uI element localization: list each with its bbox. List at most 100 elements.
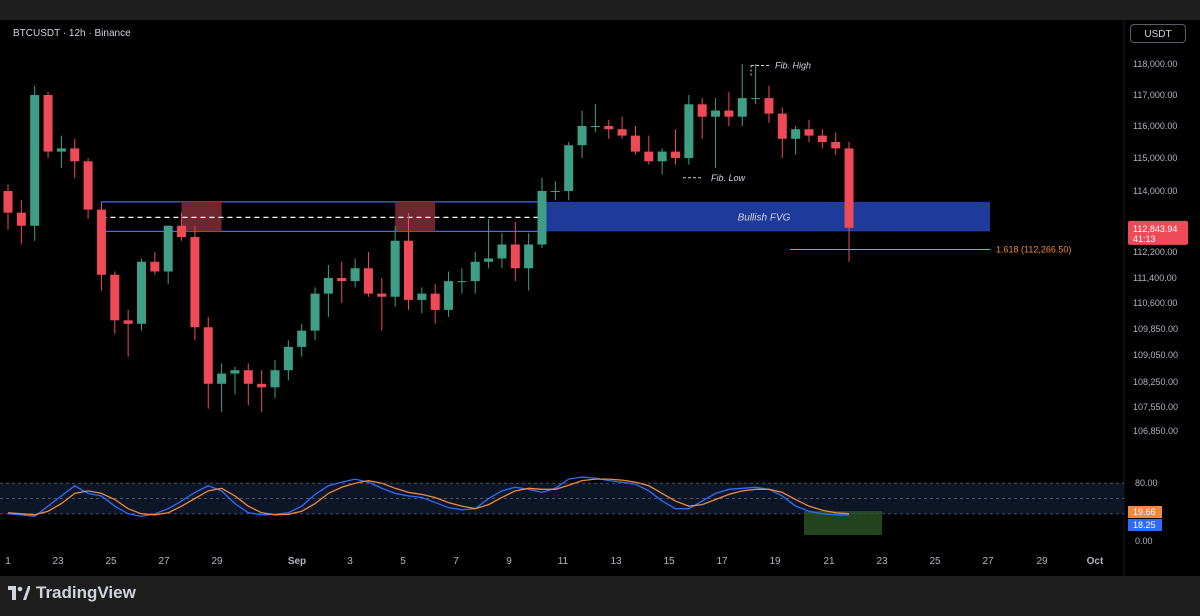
candle-body	[751, 98, 761, 100]
candle-body	[30, 95, 40, 226]
candle-body	[257, 383, 267, 388]
price-tick-label: 109,850.00	[1133, 324, 1178, 334]
tradingview-logo[interactable]: TradingView	[8, 583, 136, 603]
price-tick-label: 114,000.00	[1133, 186, 1177, 196]
candle-body	[110, 274, 120, 321]
candle-body	[577, 126, 587, 146]
time-tick-label: 25	[105, 556, 117, 567]
candle-body	[537, 191, 547, 245]
price-tick-label: 108,250.00	[1133, 377, 1178, 387]
time-tick-label: 27	[158, 556, 170, 567]
candle-body	[243, 370, 253, 384]
candle-body	[711, 110, 721, 117]
candle-body	[444, 281, 454, 310]
candle-body	[177, 225, 187, 237]
candle-body	[470, 261, 480, 282]
candle-body	[791, 129, 801, 139]
tradingview-logo-icon	[8, 586, 30, 600]
fib-low-label: Fib. Low	[711, 173, 746, 183]
candle-body	[671, 151, 680, 158]
candle-body	[564, 145, 574, 191]
candle-body	[363, 268, 373, 294]
candle-body	[737, 98, 747, 117]
stoch-k-line	[7, 476, 850, 518]
candle-body	[283, 346, 293, 371]
stoch-d-value: 19.66	[1133, 507, 1156, 517]
currency-button[interactable]: USDT	[1130, 24, 1186, 43]
countdown-value: 41:13	[1133, 234, 1156, 244]
candle-body	[323, 278, 333, 294]
candle-body	[777, 113, 787, 139]
candle-body	[617, 129, 627, 136]
price-tick-label: 117,000.00	[1133, 90, 1177, 100]
candle-body	[190, 237, 200, 328]
candle-body	[390, 240, 400, 297]
candle-body	[96, 209, 106, 275]
time-tick-label: 11	[558, 556, 569, 567]
candle-body	[550, 191, 560, 192]
candle-body	[83, 161, 93, 210]
price-tick-label: 109,050.00	[1133, 350, 1178, 360]
candle-body	[604, 126, 614, 130]
time-tick-label: 3	[347, 556, 353, 567]
candle-body	[70, 148, 80, 162]
candle-body	[203, 327, 213, 384]
candle-body	[484, 258, 494, 262]
price-tick-label: 112,200.00	[1133, 247, 1177, 257]
time-tick-label: Oct	[1087, 556, 1104, 567]
range-highlight-right	[395, 201, 436, 232]
price-tick-label: 110,600.00	[1133, 298, 1177, 308]
time-tick-label: 23	[876, 556, 888, 567]
candle-body	[3, 191, 13, 213]
time-tick-label: 19	[769, 556, 781, 567]
time-tick-label: 15	[663, 556, 675, 567]
current-price-value: 112,843.94	[1133, 224, 1177, 234]
candle-body	[524, 244, 534, 269]
price-tick-label: 106,850.00	[1133, 426, 1178, 436]
stoch-level-label: 0.00	[1135, 536, 1153, 546]
fib-high-label: Fib. High	[775, 61, 811, 71]
price-tick-label: 115,000.00	[1133, 153, 1177, 163]
current-price-tag	[1128, 220, 1188, 245]
fib-extension-label: 1.618 (112,266.50)	[996, 245, 1071, 255]
candle-body	[350, 268, 360, 282]
candle-body	[43, 95, 53, 152]
candle-body	[337, 278, 347, 282]
time-tick-label: 9	[506, 556, 512, 567]
candle-body	[644, 151, 654, 162]
candle-body	[764, 98, 774, 114]
chart-area[interactable]: Bullish FVG Fib. High Fib. Low 1.618 (112,…	[0, 20, 1200, 576]
time-tick-label: 1	[5, 556, 11, 567]
candle-body	[16, 212, 26, 226]
time-tick-label: Sep	[288, 556, 306, 567]
time-tick-label: 25	[929, 556, 941, 567]
price-tick-label: 111,400.00	[1133, 273, 1177, 283]
footer-bar	[0, 576, 1200, 616]
stoch-k-tag	[1128, 519, 1162, 531]
bullish-fvg-zone	[542, 201, 990, 232]
candle-body	[831, 142, 841, 149]
candle-body	[404, 240, 413, 300]
chart-svg[interactable]: Bullish FVG Fib. High Fib. Low 1.618 (112,…	[0, 20, 1200, 576]
symbol-title: BTCUSDT · 12h · Binance	[13, 28, 131, 39]
stoch-k-value: 18.25	[1133, 520, 1156, 530]
candle-body	[270, 370, 280, 388]
candle-body	[844, 148, 854, 228]
range-highlight-left	[181, 201, 222, 232]
candle-body	[217, 373, 227, 384]
candle-body	[724, 110, 734, 117]
time-tick-label: 27	[982, 556, 994, 567]
stoch-d-tag	[1128, 506, 1162, 518]
time-tick-label: 5	[400, 556, 406, 567]
price-tick-label: 116,000.00	[1133, 121, 1177, 131]
tradingview-logo-text: TradingView	[36, 583, 136, 602]
time-tick-label: 29	[1036, 556, 1048, 567]
candle-body	[804, 129, 814, 136]
fvg-label: Bullish FVG	[738, 213, 791, 224]
candle-body	[230, 370, 240, 374]
candle-body	[630, 135, 640, 152]
time-tick-label: 17	[716, 556, 728, 567]
price-tick-label: 118,000.00	[1133, 59, 1177, 69]
candle-body	[457, 281, 467, 283]
candle-body	[123, 320, 133, 324]
